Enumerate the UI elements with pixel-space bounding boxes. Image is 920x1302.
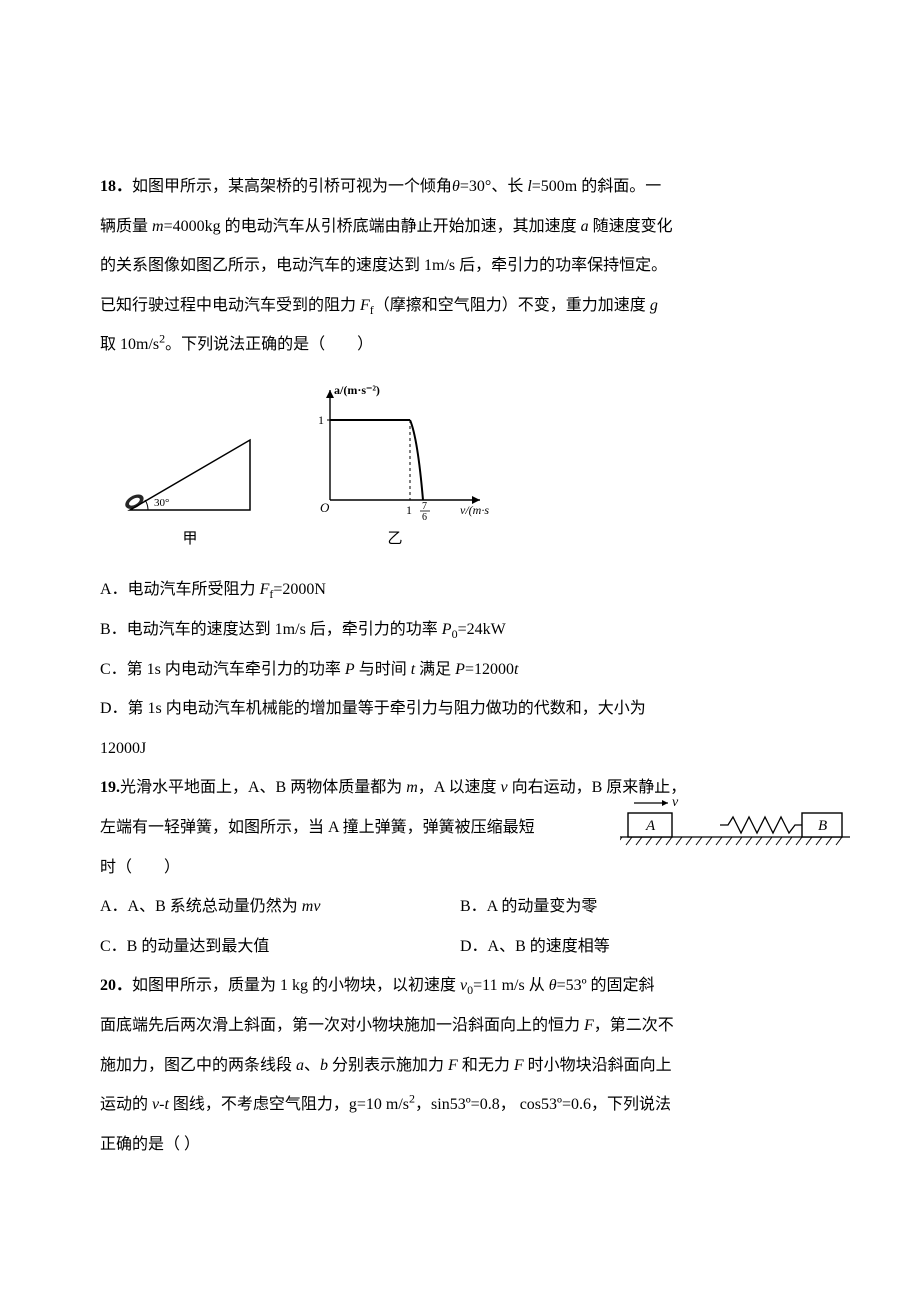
q18-stem-l5: 取 10m/s2。下列说法正确的是（ ） — [100, 328, 820, 362]
q19-stem-l3: 时（ ） — [100, 851, 820, 885]
q19-options-row2: C．B 的动量达到最大值 D．A、B 的速度相等 — [100, 930, 820, 964]
av-chart-icon: a/(m·s⁻²) v/(m·s⁻¹) O 1 1 7 6 — [300, 380, 490, 520]
q18-stem-l4: 已知行驶过程中电动汽车受到的阻力 Ff（摩擦和空气阻力）不变，重力加速度 g — [100, 289, 820, 323]
x-axis-label: v/(m·s⁻¹) — [460, 503, 490, 517]
q20-stem-l5: 正确的是（ ） — [100, 1128, 820, 1162]
q19-number: 19. — [100, 779, 120, 796]
xtick-6: 6 — [422, 512, 427, 520]
q18-option-d: D．第 1s 内电动汽车机械能的增加量等于牵引力与阻力做功的代数和，大小为 — [100, 692, 820, 726]
q20-stem-l4: 运动的 v-t 图线，不考虑空气阻力，g=10 m/s2，sin53º=0.8，… — [100, 1088, 820, 1122]
q18-figure-jia: 30° 甲 — [120, 420, 260, 556]
q18-stem-l3: 的关系图像如图乙所示，电动汽车的速度达到 1m/s 后，牵引力的功率保持恒定。 — [100, 249, 820, 283]
q19-option-a: A．A、B 系统总动量仍然为 mv — [100, 890, 460, 924]
q19-option-d: D．A、B 的速度相等 — [460, 930, 820, 964]
block-a-label: A — [645, 818, 656, 834]
figure-yi-label: 乙 — [300, 524, 490, 556]
block-b-label: B — [818, 818, 827, 834]
v-arrow-label: v — [672, 795, 679, 810]
q18-figure-yi: a/(m·s⁻²) v/(m·s⁻¹) O 1 1 7 6 乙 — [300, 380, 490, 556]
q18-stem: 18．如图甲所示，某高架桥的引桥可视为一个倾角θ=30°、长 l=500m 的斜… — [100, 170, 820, 204]
figure-jia-label: 甲 — [120, 524, 260, 556]
q19-figure: A v B — [620, 793, 850, 849]
ytick-1: 1 — [318, 413, 324, 427]
q18-option-d-l2: 12000J — [100, 732, 820, 766]
angle-label: 30° — [154, 497, 169, 509]
q20-number: 20． — [100, 977, 132, 994]
q20-stem-l3: 施加力，图乙中的两条线段 a、b 分别表示施加力 F 和无力 F 时小物块沿斜面… — [100, 1049, 820, 1083]
spring-blocks-icon: A v B — [620, 793, 850, 849]
origin-label: O — [320, 500, 330, 515]
q19-options-row1: A．A、B 系统总动量仍然为 mv B．A 的动量变为零 — [100, 890, 820, 924]
incline-diagram-icon: 30° — [120, 420, 260, 520]
q18-figure-row: 30° 甲 a/(m·s⁻²) v/(m·s⁻¹) O 1 — [120, 380, 820, 556]
q18-number: 18． — [100, 178, 132, 195]
xtick-1: 1 — [406, 503, 412, 517]
y-axis-label: a/(m·s⁻²) — [334, 383, 380, 397]
q18-stem-l2: 辆质量 m=4000kg 的电动汽车从引桥底端由静止开始加速，其加速度 a 随速… — [100, 210, 820, 244]
page: 18．如图甲所示，某高架桥的引桥可视为一个倾角θ=30°、长 l=500m 的斜… — [0, 0, 920, 1302]
q18-option-c: C．第 1s 内电动汽车牵引力的功率 P 与时间 t 满足 P=12000t — [100, 653, 820, 687]
q20-stem-l2: 面底端先后两次滑上斜面，第一次对小物块施加一沿斜面向上的恒力 F，第二次不 — [100, 1009, 820, 1043]
q20-stem-l1: 20．如图甲所示，质量为 1 kg 的小物块，以初速度 v0=11 m/s 从 … — [100, 969, 820, 1003]
q19-option-c: C．B 的动量达到最大值 — [100, 930, 460, 964]
q19-option-b: B．A 的动量变为零 — [460, 890, 820, 924]
q18-option-a: A．电动汽车所受阻力 Ff=2000N — [100, 573, 820, 607]
q19-block: 19.光滑水平地面上，A、B 两物体质量都为 m，A 以速度 v 向右运动，B … — [100, 771, 820, 884]
q18-option-b: B．电动汽车的速度达到 1m/s 后，牵引力的功率 P0=24kW — [100, 613, 820, 647]
xtick-7: 7 — [422, 501, 427, 512]
